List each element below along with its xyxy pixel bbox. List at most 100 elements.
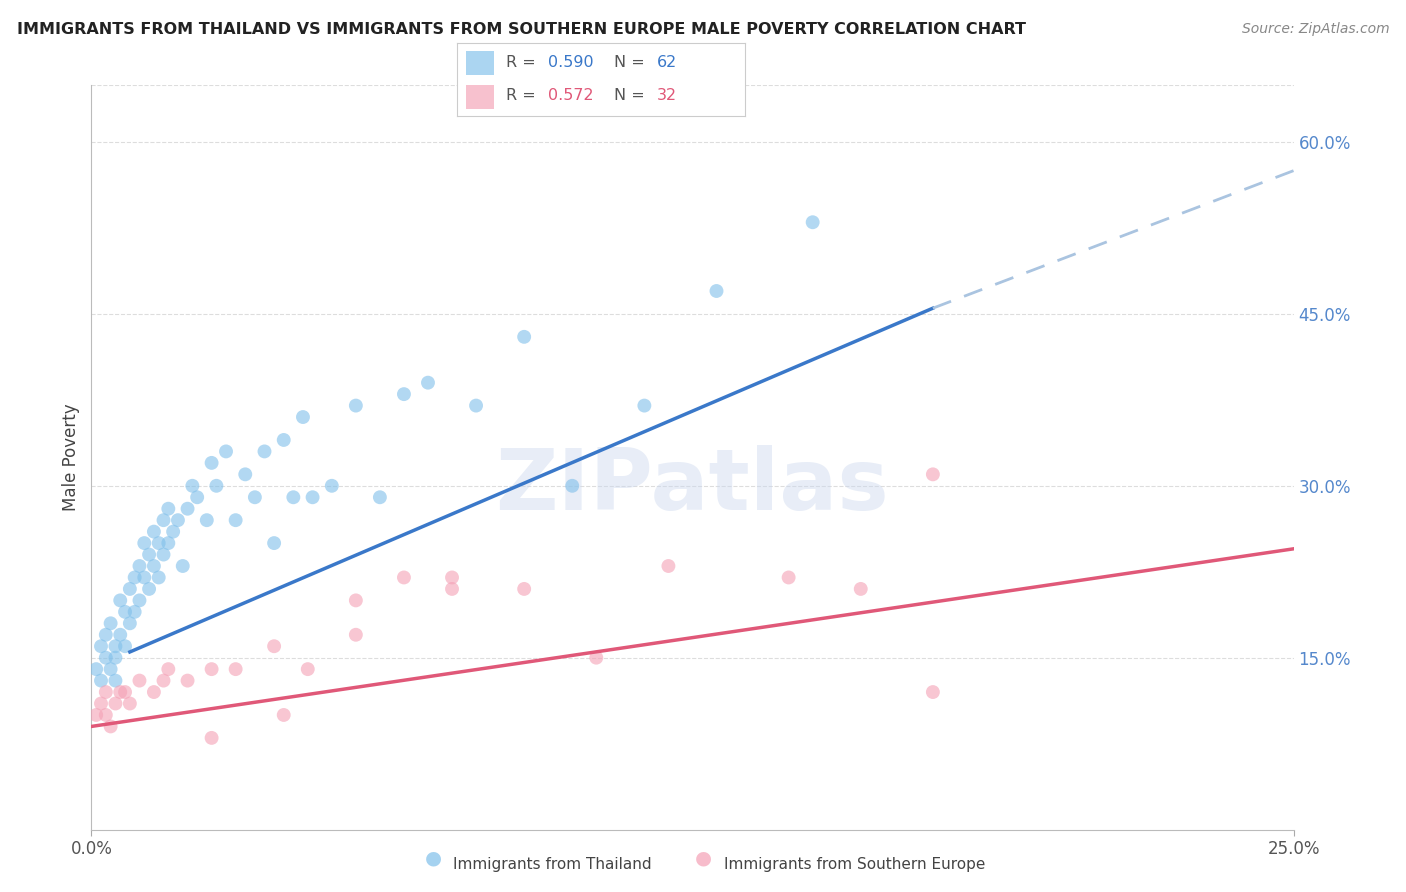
Text: ZIPatlas: ZIPatlas xyxy=(495,445,890,528)
Point xyxy=(176,501,198,516)
Point xyxy=(157,501,180,516)
Point xyxy=(152,548,174,562)
Point xyxy=(124,605,146,619)
Point xyxy=(344,593,367,607)
Point xyxy=(90,673,112,688)
Point xyxy=(94,628,117,642)
Text: 0.590: 0.590 xyxy=(548,55,593,70)
Point xyxy=(148,570,170,584)
Point xyxy=(167,513,190,527)
Point xyxy=(706,284,728,298)
Point xyxy=(100,662,122,676)
Point xyxy=(273,708,295,723)
Point xyxy=(104,697,127,711)
Text: Source: ZipAtlas.com: Source: ZipAtlas.com xyxy=(1241,22,1389,37)
Text: ●: ● xyxy=(695,849,711,868)
Point xyxy=(118,616,141,631)
Point xyxy=(392,570,415,584)
Y-axis label: Male Poverty: Male Poverty xyxy=(62,403,80,511)
Point xyxy=(152,513,174,527)
Text: R =: R = xyxy=(506,55,541,70)
Point xyxy=(114,685,136,699)
Text: 0.572: 0.572 xyxy=(548,88,593,103)
Point xyxy=(118,582,141,596)
Point xyxy=(922,467,945,482)
Point xyxy=(104,650,127,665)
Point xyxy=(283,490,305,504)
Text: Immigrants from Thailand: Immigrants from Thailand xyxy=(453,857,651,872)
Point xyxy=(585,650,607,665)
Point xyxy=(94,685,117,699)
Point xyxy=(440,582,463,596)
Point xyxy=(273,433,295,447)
Point xyxy=(344,628,367,642)
Text: N =: N = xyxy=(614,88,650,103)
Point xyxy=(142,559,165,574)
Point xyxy=(465,399,488,413)
Point xyxy=(157,662,180,676)
Point xyxy=(513,582,536,596)
Point xyxy=(172,559,194,574)
Point xyxy=(633,399,655,413)
Text: R =: R = xyxy=(506,88,541,103)
Point xyxy=(368,490,391,504)
Point xyxy=(233,467,256,482)
Point xyxy=(201,731,224,745)
Point xyxy=(344,399,367,413)
Point xyxy=(513,330,536,344)
Point xyxy=(128,673,150,688)
Point xyxy=(392,387,415,401)
Bar xyxy=(465,51,495,75)
Point xyxy=(114,639,136,653)
Point xyxy=(922,685,945,699)
Point xyxy=(114,605,136,619)
Bar xyxy=(465,85,495,109)
Point xyxy=(138,582,160,596)
Point xyxy=(134,536,156,550)
Point xyxy=(100,719,122,733)
Point xyxy=(162,524,184,539)
Point xyxy=(186,490,208,504)
Point xyxy=(657,559,679,574)
Point xyxy=(201,662,224,676)
Point xyxy=(778,570,800,584)
Point xyxy=(195,513,218,527)
Point xyxy=(321,479,343,493)
Point xyxy=(225,513,247,527)
Point xyxy=(243,490,266,504)
Point xyxy=(128,593,150,607)
Point xyxy=(215,444,238,458)
Text: 32: 32 xyxy=(657,88,678,103)
Point xyxy=(104,673,127,688)
Point xyxy=(297,662,319,676)
Point xyxy=(440,570,463,584)
Point xyxy=(100,616,122,631)
Point xyxy=(263,639,285,653)
Point xyxy=(134,570,156,584)
Point xyxy=(110,685,132,699)
Point xyxy=(84,662,107,676)
Point xyxy=(181,479,204,493)
Point xyxy=(225,662,247,676)
Point xyxy=(94,650,117,665)
Text: 62: 62 xyxy=(657,55,678,70)
Point xyxy=(849,582,872,596)
Point xyxy=(110,628,132,642)
Point xyxy=(157,536,180,550)
Point xyxy=(291,410,314,425)
Text: IMMIGRANTS FROM THAILAND VS IMMIGRANTS FROM SOUTHERN EUROPE MALE POVERTY CORRELA: IMMIGRANTS FROM THAILAND VS IMMIGRANTS F… xyxy=(17,22,1026,37)
Point xyxy=(118,697,141,711)
Point xyxy=(142,685,165,699)
Point xyxy=(90,639,112,653)
Point xyxy=(176,673,198,688)
Point xyxy=(110,593,132,607)
Point xyxy=(104,639,127,653)
Point xyxy=(138,548,160,562)
Point xyxy=(128,559,150,574)
Point xyxy=(253,444,276,458)
Text: N =: N = xyxy=(614,55,650,70)
Point xyxy=(142,524,165,539)
Point xyxy=(201,456,224,470)
Point xyxy=(124,570,146,584)
Text: Immigrants from Southern Europe: Immigrants from Southern Europe xyxy=(724,857,986,872)
